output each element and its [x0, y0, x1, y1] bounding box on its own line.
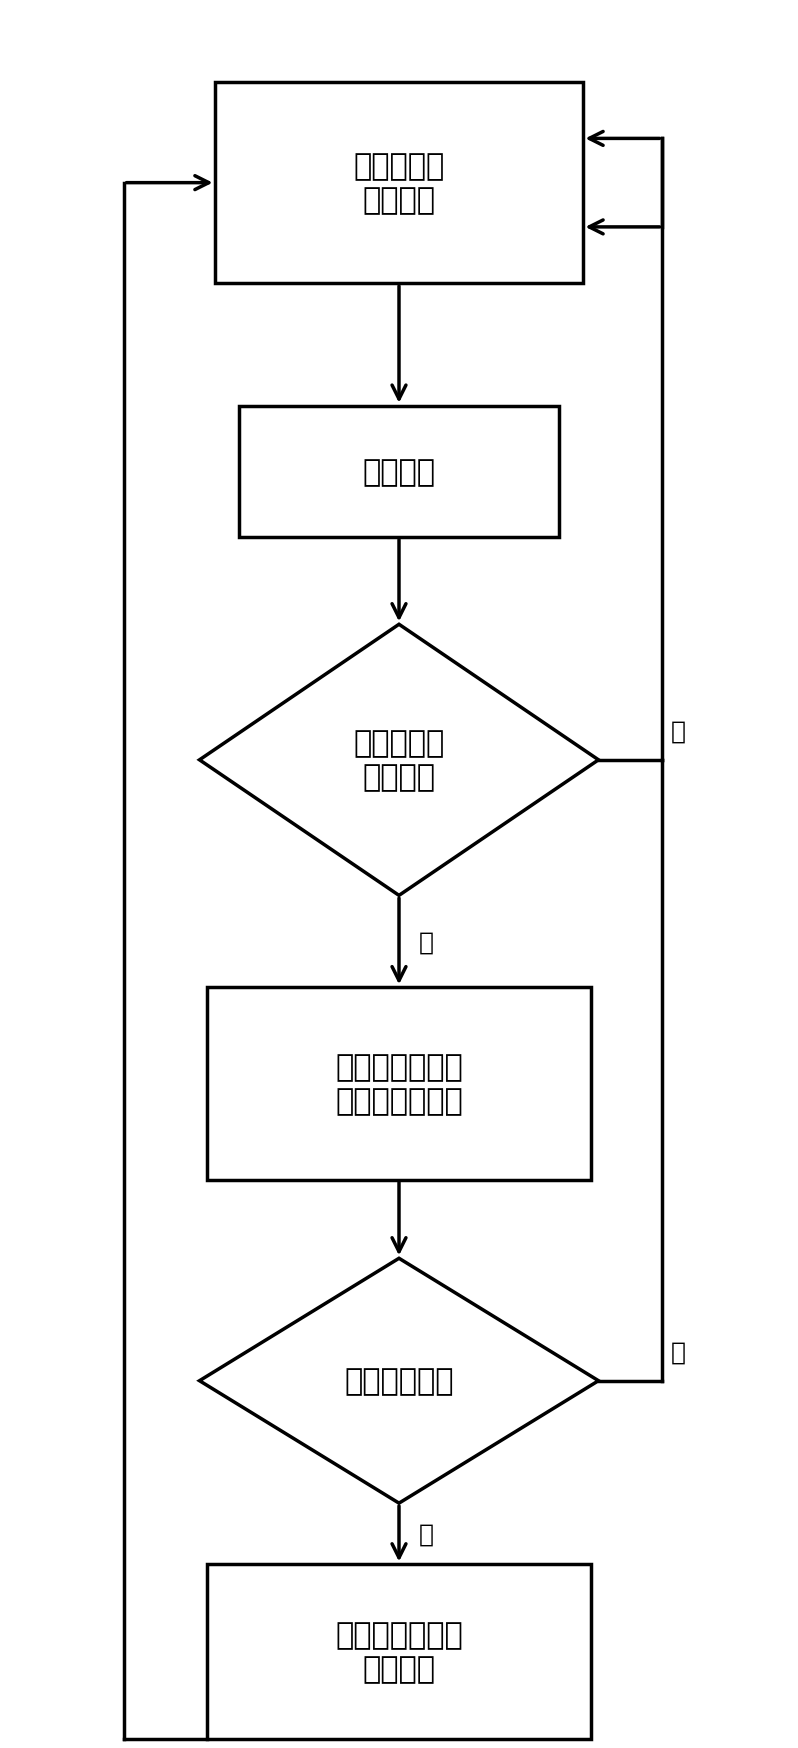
- Polygon shape: [200, 1259, 598, 1503]
- Text: 边缘计算: 边缘计算: [362, 458, 436, 486]
- Text: 异常报警并上传
异常图片: 异常报警并上传 异常图片: [335, 1620, 463, 1683]
- Text: 是: 是: [419, 930, 434, 954]
- FancyBboxPatch shape: [215, 82, 583, 283]
- Text: 确认是否异常: 确认是否异常: [344, 1367, 454, 1395]
- Text: 否: 否: [670, 1339, 685, 1363]
- Text: 数据传至监控中
心进行异常分析: 数据传至监控中 心进行异常分析: [335, 1052, 463, 1115]
- Text: 前端摄像机
数据采集: 前端摄像机 数据采集: [354, 152, 444, 215]
- Text: 否: 否: [670, 718, 685, 743]
- Polygon shape: [200, 624, 598, 895]
- FancyBboxPatch shape: [207, 988, 591, 1180]
- FancyBboxPatch shape: [239, 406, 559, 538]
- Text: 是否检测到
环境异常: 是否检测到 环境异常: [354, 729, 444, 792]
- Text: 是: 是: [419, 1523, 434, 1545]
- FancyBboxPatch shape: [207, 1564, 591, 1739]
